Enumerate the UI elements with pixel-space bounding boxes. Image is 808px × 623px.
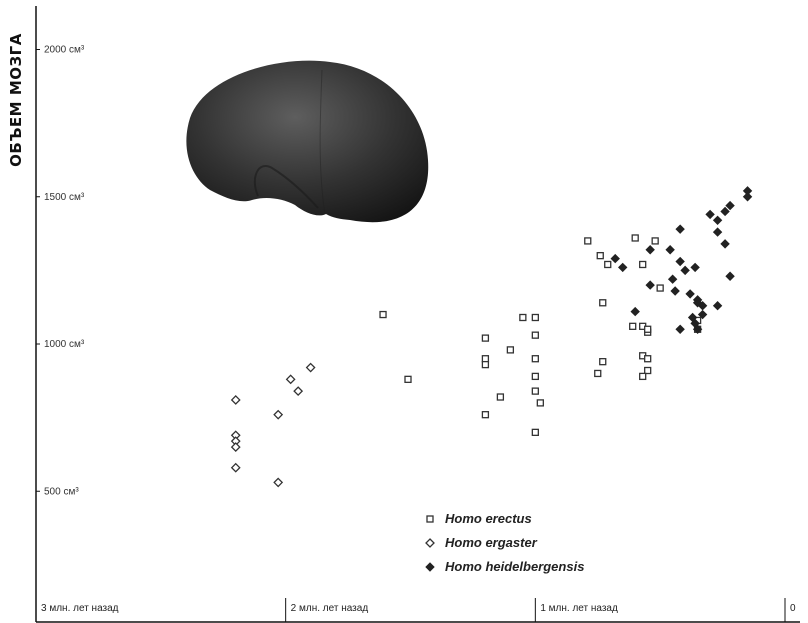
homo-heidelbergensis-point bbox=[720, 206, 730, 217]
homo-ergaster-point bbox=[230, 462, 241, 473]
homo-ergaster-legend-label: Homo ergaster bbox=[445, 535, 538, 550]
y-tick-label: 1500 см³ bbox=[44, 192, 85, 203]
y-tick-label: 1000 см³ bbox=[44, 339, 85, 350]
homo-erectus-point bbox=[599, 299, 607, 307]
homo-ergaster-point bbox=[230, 442, 241, 452]
homo-heidelbergensis-point bbox=[697, 309, 708, 320]
homo-heidelbergensis-point bbox=[712, 301, 723, 311]
x-tick-label: 0 bbox=[790, 603, 796, 614]
homo-erectus-point bbox=[496, 393, 505, 401]
homo-erectus-point bbox=[531, 355, 539, 363]
homo-ergaster-point bbox=[273, 409, 284, 420]
homo-erectus-legend-label: Homo erectus bbox=[445, 511, 532, 526]
homo-heidelbergensis-point bbox=[670, 286, 680, 296]
homo-erectus-point bbox=[656, 284, 664, 292]
homo-ergaster-point bbox=[305, 362, 316, 373]
homo-heidelbergensis-point bbox=[675, 324, 685, 334]
homo-heidelbergensis-point bbox=[725, 271, 735, 281]
homo-erectus-point bbox=[531, 372, 539, 381]
homo-erectus-point bbox=[531, 387, 539, 395]
homo-erectus-point bbox=[639, 260, 647, 269]
homo-heidelbergensis-point bbox=[645, 245, 655, 255]
homo-ergaster-point bbox=[230, 395, 241, 405]
homo-heidelbergensis-point bbox=[610, 253, 620, 264]
homo-heidelbergensis-point bbox=[645, 280, 655, 290]
homo-erectus-point bbox=[644, 355, 652, 363]
homo-heidelbergensis-point bbox=[697, 301, 708, 311]
homo-heidelbergensis-point bbox=[630, 306, 640, 317]
homo-heidelbergensis-point bbox=[712, 227, 723, 237]
homo-heidelbergensis-point bbox=[665, 245, 675, 255]
homo-erectus-point bbox=[519, 313, 527, 322]
homo-heidelbergensis-point bbox=[618, 262, 628, 273]
homo-ergaster-legend-marker bbox=[425, 538, 435, 548]
homo-erectus-point bbox=[481, 355, 490, 363]
homo-erectus-point bbox=[604, 260, 612, 269]
homo-erectus-point bbox=[644, 366, 652, 375]
homo-heidelbergensis-point bbox=[667, 274, 678, 284]
homo-erectus-point bbox=[644, 325, 652, 333]
homo-erectus-point bbox=[596, 251, 604, 260]
homo-heidelbergensis-point bbox=[675, 224, 685, 234]
homo-erectus-point bbox=[536, 399, 544, 407]
homo-ergaster-point bbox=[285, 374, 296, 385]
data-points bbox=[230, 186, 753, 488]
homo-erectus-point bbox=[531, 428, 539, 437]
legend: Homo erectus Homo ergaster Homo heidelberg… bbox=[425, 511, 584, 574]
homo-erectus-point bbox=[506, 346, 515, 354]
homo-heidelbergensis-point bbox=[685, 289, 695, 299]
homo-heidelbergensis-point bbox=[690, 262, 700, 273]
y-tick-label: 2000 см³ bbox=[44, 45, 85, 56]
homo-heidelbergensis-point bbox=[692, 324, 703, 334]
homo-heidelbergensis-legend-marker bbox=[425, 562, 435, 572]
homo-erectus-legend-marker bbox=[426, 515, 434, 523]
x-tick-label: 3 млн. лет назад bbox=[41, 603, 119, 614]
homo-heidelbergensis-point bbox=[742, 192, 753, 202]
homo-ergaster-point bbox=[273, 477, 284, 488]
homo-erectus-point bbox=[599, 358, 607, 366]
homo-heidelbergensis-point bbox=[712, 215, 723, 226]
homo-erectus-point bbox=[481, 411, 490, 419]
homo-erectus-point bbox=[531, 331, 539, 339]
y-axis-title: ОБЪЕМ МОЗГА bbox=[7, 33, 25, 167]
homo-heidelbergensis-point bbox=[705, 209, 715, 220]
homo-erectus-point bbox=[404, 375, 412, 383]
homo-heidelbergensis-point bbox=[675, 256, 685, 267]
homo-erectus-point bbox=[481, 334, 490, 342]
x-ticks: 3 млн. лет назад 2 млн. лет назад 1 млн. л… bbox=[41, 598, 796, 622]
homo-heidelbergensis-point bbox=[692, 298, 703, 308]
homo-erectus-point bbox=[594, 369, 602, 378]
homo-erectus-point bbox=[631, 234, 639, 242]
x-tick-label: 2 млн. лет назад bbox=[291, 603, 369, 614]
homo-erectus-point bbox=[629, 322, 637, 330]
homo-erectus-point bbox=[481, 360, 490, 369]
homo-erectus-point bbox=[531, 313, 539, 322]
homo-erectus-point bbox=[651, 237, 659, 245]
homo-heidelbergensis-point bbox=[680, 265, 690, 276]
homo-ergaster-point bbox=[293, 386, 304, 397]
homo-erectus-point bbox=[379, 310, 387, 319]
y-ticks: 2000 см³ 1500 см³ 1000 см³ 500 см³ bbox=[36, 45, 85, 497]
homo-erectus-point bbox=[639, 372, 647, 381]
homo-heidelbergensis-legend-label: Homo heidelbergensis bbox=[445, 559, 584, 574]
homo-heidelbergensis-point bbox=[720, 239, 730, 249]
homo-heidelbergensis-point bbox=[725, 200, 735, 211]
y-tick-label: 500 см³ bbox=[44, 486, 79, 497]
homo-erectus-point bbox=[584, 237, 592, 245]
brain-icon bbox=[186, 60, 429, 223]
x-tick-label: 1 млн. лет назад bbox=[540, 603, 618, 614]
